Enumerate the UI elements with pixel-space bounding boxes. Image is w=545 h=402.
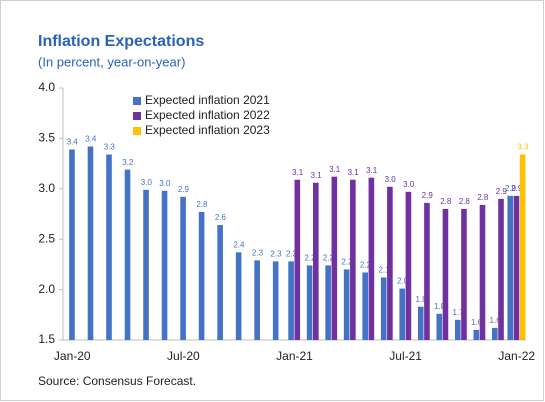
bar <box>498 198 504 340</box>
y-tick-label: 4.0 <box>38 80 55 94</box>
data-label: 2.8 <box>459 197 471 206</box>
data-label: 3.4 <box>67 138 79 147</box>
data-label: 2.3 <box>270 249 282 258</box>
bar <box>106 154 112 340</box>
bar <box>235 252 242 340</box>
bar <box>417 306 424 340</box>
bar <box>399 288 406 340</box>
data-label: 3.4 <box>85 135 97 144</box>
bar <box>380 277 387 340</box>
data-label: 1.8 <box>415 295 427 304</box>
data-label: 2.9 <box>511 184 523 193</box>
bar <box>294 179 301 340</box>
data-label: 3.0 <box>141 178 153 187</box>
bar <box>442 208 449 340</box>
bar <box>454 319 461 340</box>
bar <box>313 182 319 340</box>
bar <box>436 313 443 340</box>
bar <box>272 261 279 340</box>
data-label: 2.2 <box>323 254 335 263</box>
data-label: 2.3 <box>286 249 298 258</box>
data-label: 2.4 <box>233 240 245 249</box>
data-label: 3.0 <box>159 179 171 188</box>
legend-label: Expected inflation 2022 <box>145 108 270 122</box>
x-tick-label: Jan-20 <box>54 349 91 363</box>
y-tick-label: 3.0 <box>38 181 55 195</box>
x-tick-label: Jan-21 <box>276 349 313 363</box>
data-label: 2.2 <box>304 254 316 263</box>
bar <box>368 177 375 340</box>
bar <box>362 272 368 340</box>
bar <box>288 261 294 340</box>
bar <box>306 265 313 340</box>
y-tick-label: 1.5 <box>38 332 55 346</box>
data-label: 2.9 <box>178 185 190 194</box>
data-label: 2.8 <box>196 200 208 209</box>
bar <box>254 260 260 340</box>
bar <box>198 211 205 340</box>
data-label: 2.2 <box>360 261 372 270</box>
bar <box>492 327 498 340</box>
legend-label: Expected inflation 2021 <box>145 93 270 107</box>
x-tick-label: Jan-22 <box>498 349 535 363</box>
data-label: 2.9 <box>496 187 508 196</box>
bar <box>461 208 467 340</box>
data-label: 3.1 <box>292 168 304 177</box>
data-label: 2.1 <box>378 266 390 275</box>
data-label: 3.1 <box>311 171 323 180</box>
bar <box>161 190 168 340</box>
bar <box>473 329 480 340</box>
source-note: Source: Consensus Forecast. <box>38 374 196 388</box>
bar <box>143 189 149 340</box>
bar <box>387 186 393 340</box>
bar <box>350 179 356 340</box>
data-label: 1.8 <box>434 302 446 311</box>
bar <box>87 146 94 340</box>
data-label: 3.1 <box>366 166 378 175</box>
legend-label: Expected inflation 2023 <box>145 123 270 137</box>
data-label: 2.3 <box>252 248 264 257</box>
data-label: 3.0 <box>385 175 397 184</box>
data-label: 2.2 <box>341 258 353 267</box>
data-label: 3.2 <box>122 158 134 167</box>
data-label: 1.6 <box>490 316 502 325</box>
bar <box>424 202 430 340</box>
bar <box>124 169 131 340</box>
data-label: 3.0 <box>403 180 415 189</box>
x-tick-label: Jul-21 <box>389 349 422 363</box>
legend-swatch <box>133 112 141 120</box>
x-tick-label: Jul-20 <box>167 349 200 363</box>
bar <box>513 195 520 340</box>
y-tick-label: 2.0 <box>38 282 55 296</box>
data-label: 2.8 <box>477 193 489 202</box>
bar <box>331 176 338 340</box>
data-label: 1.7 <box>453 308 465 317</box>
bar <box>479 204 486 340</box>
bar <box>325 265 331 340</box>
data-label: 2.6 <box>215 213 227 222</box>
chart-title: Inflation Expectations <box>38 33 204 50</box>
chart-subtitle: (In percent, year-on-year) <box>38 54 185 69</box>
bar <box>69 149 75 340</box>
bar <box>519 154 526 340</box>
y-tick-label: 3.5 <box>38 131 55 145</box>
data-label: 2.9 <box>505 184 517 193</box>
data-label: 1.6 <box>471 318 483 327</box>
data-label: 3.1 <box>348 168 360 177</box>
data-label: 2.9 <box>422 191 434 200</box>
legend-swatch <box>133 127 141 135</box>
data-label: 2.0 <box>397 277 409 286</box>
y-tick-label: 2.5 <box>38 231 55 245</box>
bar <box>507 195 514 340</box>
legend-swatch <box>133 97 141 105</box>
bar <box>180 196 186 340</box>
bar <box>217 225 223 340</box>
data-label: 2.8 <box>440 197 452 206</box>
bar <box>343 269 350 340</box>
data-label: 3.3 <box>517 143 529 152</box>
data-label: 3.3 <box>104 143 116 152</box>
data-label: 3.1 <box>329 165 341 174</box>
bar <box>405 191 412 340</box>
